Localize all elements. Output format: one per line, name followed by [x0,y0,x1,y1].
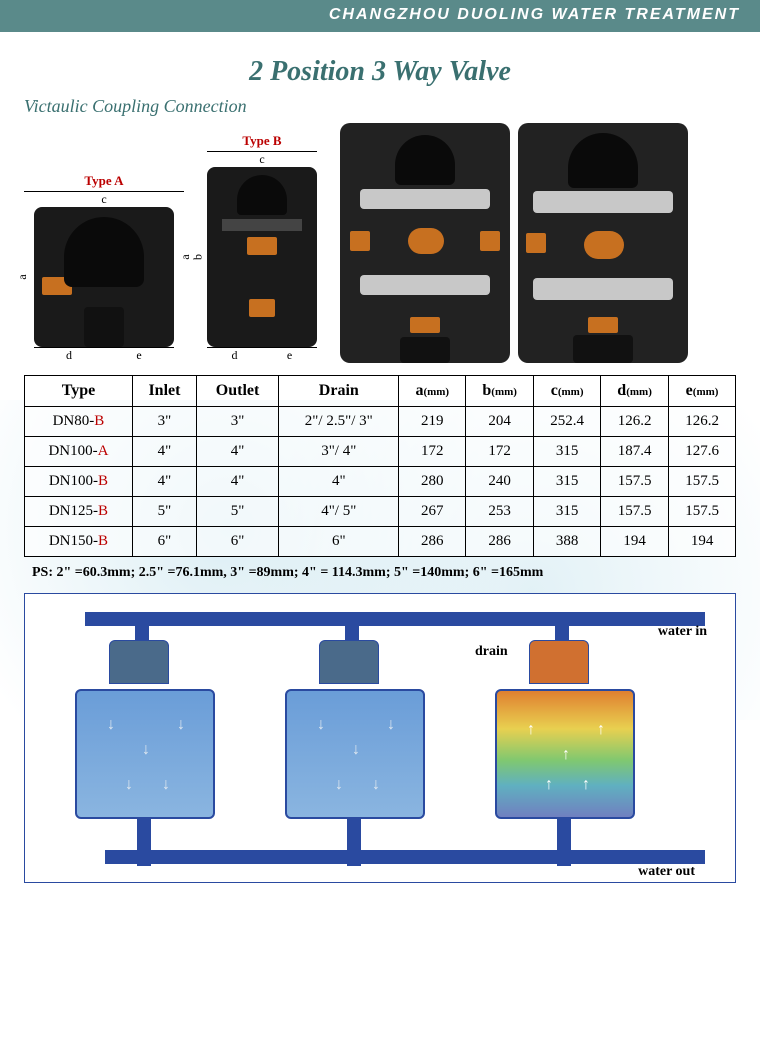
cell-b: 286 [466,527,534,557]
th-type: Type [25,376,133,407]
cell-outlet: 4" [196,467,278,497]
dim-de-a: de [34,347,174,363]
type-b-label: Type B [242,133,281,149]
table-row: DN80-B3"3"2"/ 2.5"/ 3"219204252.4126.212… [25,407,736,437]
th-outlet: Outlet [196,376,278,407]
cell-b: 240 [466,467,534,497]
cell-outlet: 6" [196,527,278,557]
subtitle: Victaulic Coupling Connection [24,96,736,117]
th-b: b(mm) [466,376,534,407]
cell-a: 280 [399,467,466,497]
flow-valve-1 [109,640,169,684]
cell-inlet: 6" [132,527,196,557]
drain-label: drain [475,644,508,660]
spec-table: Type Inlet Outlet Drain a(mm) b(mm) c(mm… [24,375,736,557]
cell-d: 187.4 [601,437,669,467]
dim-c-b: c [207,151,317,167]
cell-b: 172 [466,437,534,467]
cell-a: 219 [399,407,466,437]
dim-c-a: c [24,191,184,207]
cell-a: 267 [399,497,466,527]
cell-drain: 4"/ 5" [279,497,399,527]
th-inlet: Inlet [132,376,196,407]
table-row: DN150-B6"6"6"286286388194194 [25,527,736,557]
th-d: d(mm) [601,376,669,407]
table-row: DN100-A4"4"3"/ 4"172172315187.4127.6 [25,437,736,467]
th-e: e(mm) [669,376,736,407]
cell-outlet: 3" [196,407,278,437]
cell-e: 127.6 [669,437,736,467]
cell-e: 126.2 [669,407,736,437]
cell-a: 172 [399,437,466,467]
type-a-label: Type A [84,173,123,189]
dim-a-b: a [178,254,193,259]
cell-e: 157.5 [669,467,736,497]
cell-c: 315 [534,437,601,467]
valve-photo-1 [340,123,510,363]
flow-valve-3 [529,640,589,684]
cell-d: 194 [601,527,669,557]
th-c: c(mm) [534,376,601,407]
product-images-row: Type A c a de Type B c b a [24,123,736,363]
ps-note: PS: 2" =60.3mm; 2.5" =76.1mm, 3" =89mm; … [32,565,736,581]
cell-d: 157.5 [601,497,669,527]
cell-d: 157.5 [601,467,669,497]
cell-type: DN100-B [25,467,133,497]
cell-e: 157.5 [669,497,736,527]
water-out-label: water out [638,864,695,880]
flow-diagram: water in water out drain ↓ ↓ ↓ ↓ ↓ ↓ ↓ ↓… [24,593,736,883]
th-a: a(mm) [399,376,466,407]
table-row: DN100-B4"4"4"280240315157.5157.5 [25,467,736,497]
table-header-row: Type Inlet Outlet Drain a(mm) b(mm) c(mm… [25,376,736,407]
cell-type: DN100-A [25,437,133,467]
cell-c: 388 [534,527,601,557]
cell-b: 253 [466,497,534,527]
water-in-label: water in [658,624,707,640]
cell-type: DN125-B [25,497,133,527]
company-header: CHANGZHOU DUOLING WATER TREATMENT [0,0,760,32]
tank-1: ↓ ↓ ↓ ↓ ↓ [75,689,215,819]
cell-outlet: 4" [196,437,278,467]
th-drain: Drain [279,376,399,407]
table-row: DN125-B5"5"4"/ 5"267253315157.5157.5 [25,497,736,527]
cell-inlet: 4" [132,467,196,497]
page-title: 2 Position 3 Way Valve [24,56,736,88]
dim-a-a: a [15,274,30,279]
cell-type: DN80-B [25,407,133,437]
cell-c: 252.4 [534,407,601,437]
cell-a: 286 [399,527,466,557]
cell-drain: 6" [279,527,399,557]
cell-inlet: 4" [132,437,196,467]
cell-d: 126.2 [601,407,669,437]
valve-type-b-diagram [207,167,317,347]
cell-e: 194 [669,527,736,557]
cell-b: 204 [466,407,534,437]
cell-type: DN150-B [25,527,133,557]
tank-3: ↑ ↑ ↑ ↑ ↑ [495,689,635,819]
cell-drain: 4" [279,467,399,497]
cell-c: 315 [534,467,601,497]
cell-outlet: 5" [196,497,278,527]
valve-photo-2 [518,123,688,363]
cell-inlet: 3" [132,407,196,437]
cell-drain: 3"/ 4" [279,437,399,467]
tank-2: ↓ ↓ ↓ ↓ ↓ [285,689,425,819]
cell-inlet: 5" [132,497,196,527]
cell-c: 315 [534,497,601,527]
flow-valve-2 [319,640,379,684]
cell-drain: 2"/ 2.5"/ 3" [279,407,399,437]
valve-type-a-diagram [34,207,174,347]
dim-de-b: de [207,347,317,363]
